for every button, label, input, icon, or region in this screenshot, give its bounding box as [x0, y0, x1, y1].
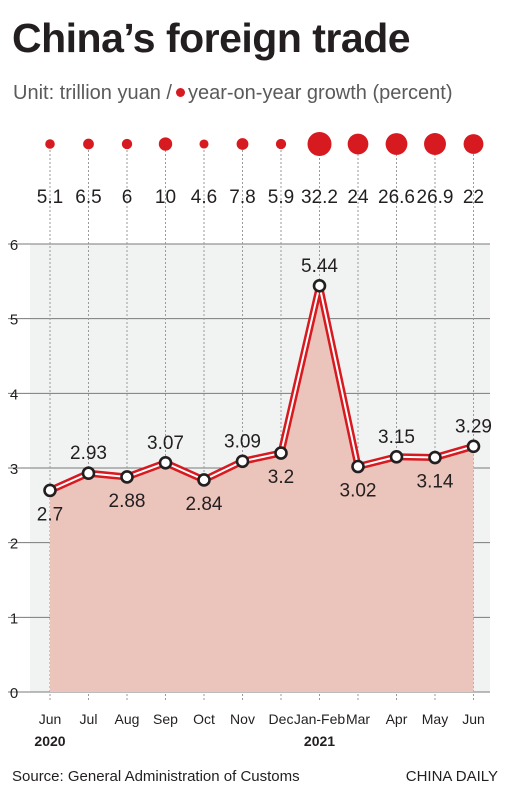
year-label: 2021	[304, 733, 335, 749]
data-label: 2.93	[70, 443, 107, 464]
data-point	[466, 439, 481, 454]
x-axis-ticks: Jun Jul Aug Sep Oct Nov Dec Jan-Feb Mar Apr May Jun	[39, 711, 485, 727]
y-tick-label: 6	[10, 237, 18, 254]
y-tick-label: 0	[10, 685, 18, 702]
growth-label: 6	[122, 187, 133, 208]
data-label: 3.29	[455, 416, 492, 437]
data-label: 3.2	[268, 467, 294, 488]
data-label: 3.09	[224, 431, 261, 452]
growth-label: 22	[463, 187, 484, 208]
source-note: Source: General Administration of Custom…	[12, 768, 300, 785]
data-label: 2.88	[109, 491, 146, 512]
growth-bubble	[463, 134, 484, 154]
growth-bubble	[158, 137, 173, 151]
data-point	[351, 459, 365, 474]
growth-label: 5.9	[268, 187, 294, 208]
y-tick-label: 5	[10, 312, 18, 329]
growth-label: 5.1	[37, 187, 63, 208]
data-point	[120, 470, 134, 484]
data-point	[389, 449, 404, 464]
growth-bubble	[275, 138, 287, 150]
growth-label: 7.8	[229, 187, 255, 208]
year-label: 2020	[34, 733, 65, 749]
growth-labels: 5.1 6.5 6 10 4.6 7.8 5.9 32.2 24 26.6 26.9 22	[37, 187, 484, 208]
x-tick-label: Mar	[346, 711, 370, 727]
brand-label: CHINA DAILY	[405, 768, 498, 785]
data-label: 5.44	[301, 256, 338, 277]
data-point	[43, 483, 57, 498]
growth-label: 24	[347, 187, 369, 208]
data-labels: 2.7 2.93 2.88 3.07 2.84 3.09 3.2 5.44 3.02 3.15 3.…	[37, 256, 492, 526]
data-points	[43, 279, 481, 498]
data-label: 3.15	[378, 427, 415, 448]
growth-bubble	[347, 133, 369, 155]
data-point	[158, 455, 173, 470]
data-label: 3.07	[147, 433, 184, 454]
data-point	[312, 279, 327, 293]
growth-label: 32.2	[301, 187, 338, 208]
growth-bubbles	[45, 132, 484, 156]
x-tick-label: Oct	[193, 711, 215, 727]
data-point	[428, 450, 442, 465]
data-label: 3.14	[417, 472, 454, 493]
growth-label: 26.9	[417, 187, 454, 208]
growth-bubble	[45, 139, 55, 149]
x-tick-label: Jan-Feb	[294, 711, 346, 727]
x-tick-label: May	[422, 711, 448, 727]
x-tick-label: Aug	[115, 711, 140, 727]
x-tick-label: Apr	[386, 711, 408, 727]
data-point	[274, 446, 288, 460]
x-tick-label: Sep	[153, 711, 178, 727]
y-axis-ticks: 0 1 2 3 4 5 6	[10, 237, 18, 702]
area-fill	[50, 285, 474, 692]
growth-label: 26.6	[378, 187, 415, 208]
chart-title: China’s foreign trade	[12, 15, 411, 61]
growth-label: 6.5	[75, 187, 101, 208]
growth-bubble	[121, 138, 133, 150]
y-tick-label: 2	[10, 536, 18, 553]
growth-label: 10	[155, 187, 176, 208]
growth-bubble	[307, 132, 332, 156]
chart-subtitle: Unit: trillion yuan / year-on-year growth…	[13, 82, 453, 105]
growth-bubble	[83, 138, 94, 150]
x-tick-label: Nov	[230, 711, 255, 727]
data-label: 3.02	[340, 481, 377, 502]
x-tick-label: Jul	[80, 711, 98, 727]
unit-label: Unit: trillion yuan /	[13, 82, 172, 104]
data-label: 2.84	[186, 494, 223, 515]
x-tick-label: Jun	[39, 711, 62, 727]
growth-bubble	[236, 138, 249, 150]
growth-label: year-on-year growth (percent)	[187, 82, 453, 104]
data-label: 2.7	[37, 504, 63, 525]
x-tick-label: Dec	[269, 711, 294, 727]
growth-bubble	[424, 133, 446, 155]
x-tick-label: Jun	[462, 711, 485, 727]
y-tick-label: 3	[10, 461, 18, 478]
data-point	[81, 466, 96, 481]
chart: 2.7 2.93 2.88 3.07 2.84 3.09 3.2 5.44 3.02 3.15 3.…	[8, 132, 492, 749]
y-tick-label: 1	[10, 610, 18, 627]
legend-dot-icon	[175, 87, 185, 97]
data-point	[197, 473, 211, 487]
y-tick-label: 4	[10, 386, 18, 403]
year-labels: 2020 2021	[34, 733, 335, 749]
growth-bubble	[199, 139, 209, 149]
growth-label: 4.6	[191, 187, 217, 208]
growth-bubble	[385, 133, 408, 155]
data-point	[235, 454, 250, 469]
